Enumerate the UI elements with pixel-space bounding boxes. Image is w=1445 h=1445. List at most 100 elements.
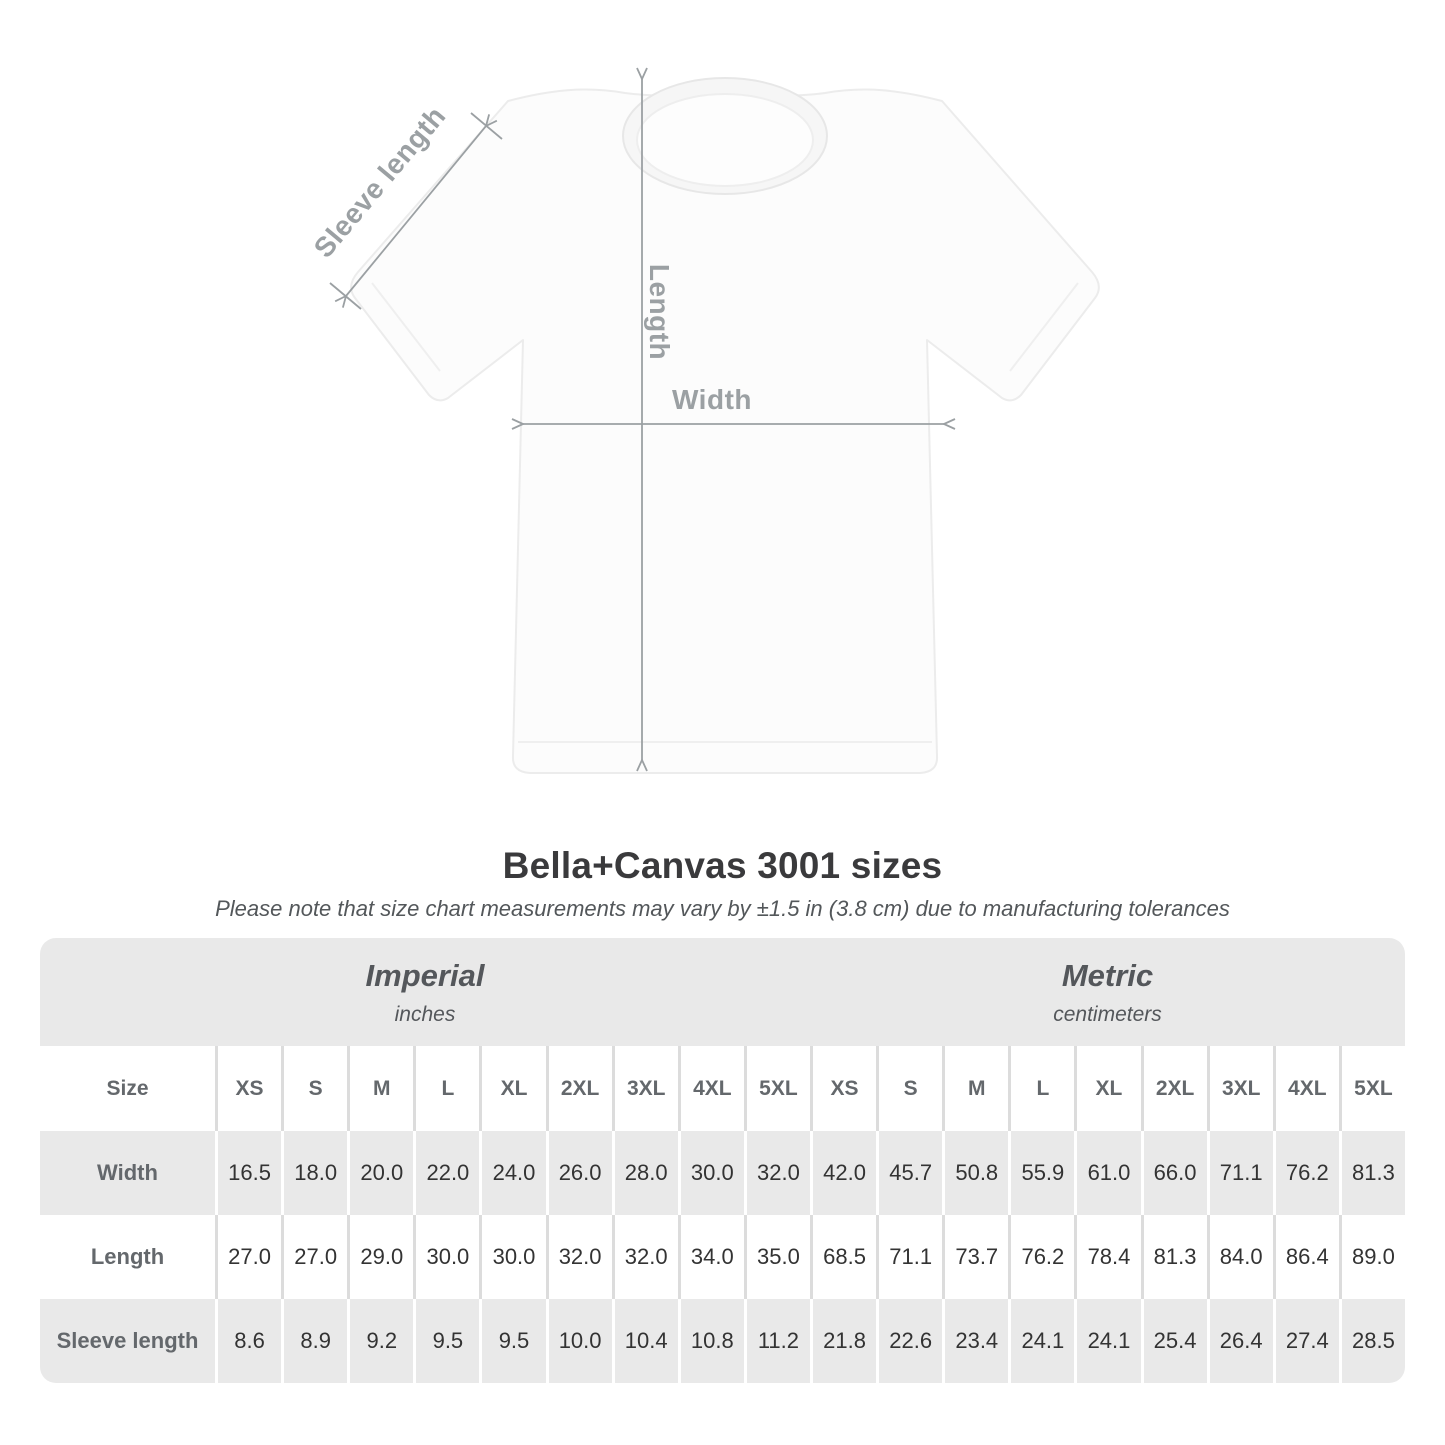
cell-width-metric-3xl: 71.1 [1206,1131,1273,1215]
tolerance-note: Please note that size chart measurements… [215,896,1230,921]
cell-length-imperial-xl: 30.0 [479,1215,546,1299]
size-header-metric-l: L [1008,1046,1075,1131]
size-header-imperial-4xl: 4XL [677,1046,744,1131]
cell-width-imperial-m: 20.0 [347,1131,414,1215]
cell-length-imperial-2xl: 32.0 [545,1215,612,1299]
size-header-imperial-l: L [413,1046,480,1131]
cell-length-imperial-l: 30.0 [413,1215,480,1299]
measurement-row-length: Length 27.0 27.0 29.0 30.0 30.0 32.0 32.0 34.0 35… [40,1215,1405,1299]
cell-width-imperial-3xl: 28.0 [611,1131,678,1215]
cell-length-imperial-m: 29.0 [347,1215,414,1299]
page-title: Bella+Canvas 3001 sizes [502,845,943,886]
size-header-imperial-m: M [347,1046,414,1131]
cell-width-metric-xl: 61.0 [1074,1131,1141,1215]
cell-sleeve-length-metric-4xl: 27.4 [1272,1299,1339,1383]
cell-width-metric-m: 50.8 [942,1131,1009,1215]
tshirt-diagram-svg: Length Width Sleeve length [308,0,1100,774]
row-label-sleeve-length: Sleeve length [40,1299,215,1383]
cell-length-metric-5xl: 89.0 [1338,1215,1405,1299]
cell-width-metric-xs: 42.0 [809,1131,877,1215]
cell-width-imperial-s: 18.0 [281,1131,348,1215]
size-header-metric-s: S [876,1046,943,1131]
cell-width-metric-2xl: 66.0 [1140,1131,1207,1215]
row-label-width: Width [40,1131,215,1215]
cell-sleeve-length-metric-s: 22.6 [876,1299,943,1383]
tshirt-measurement-diagram: Length Width Sleeve length [308,0,1100,774]
cell-width-imperial-5xl: 32.0 [743,1131,810,1215]
sleeve-arrow-tick-bottom [329,282,362,310]
cell-sleeve-length-imperial-l: 9.5 [413,1299,480,1383]
cell-length-imperial-5xl: 35.0 [743,1215,810,1299]
cell-width-metric-5xl: 81.3 [1338,1131,1405,1215]
cell-width-imperial-xs: 16.5 [215,1131,282,1215]
size-header-metric-xs: XS [809,1046,877,1131]
size-header-imperial-3xl: 3XL [611,1046,678,1131]
collar-inner [636,93,814,187]
cell-sleeve-length-metric-2xl: 25.4 [1140,1299,1207,1383]
cell-length-imperial-s: 27.0 [281,1215,348,1299]
row-label-length: Length [40,1215,215,1299]
cell-sleeve-length-imperial-xl: 9.5 [479,1299,546,1383]
size-header-metric-3xl: 3XL [1206,1046,1273,1131]
cell-length-metric-4xl: 86.4 [1272,1215,1339,1299]
cell-length-metric-l: 76.2 [1008,1215,1075,1299]
sleeve-length-arrow [346,126,486,296]
cell-length-imperial-3xl: 32.0 [611,1215,678,1299]
metric-label: Metric [1061,957,1154,993]
cell-length-metric-3xl: 84.0 [1206,1215,1273,1299]
cell-length-metric-xs: 68.5 [809,1215,877,1299]
metric-unit-label: centimeters [1053,1002,1162,1026]
cell-sleeve-length-metric-3xl: 26.4 [1206,1299,1273,1383]
cell-sleeve-length-imperial-s: 8.9 [281,1299,348,1383]
length-label: Length [644,264,675,360]
cell-sleeve-length-metric-xl: 24.1 [1074,1299,1141,1383]
cell-sleeve-length-imperial-4xl: 10.8 [677,1299,744,1383]
cell-sleeve-length-metric-l: 24.1 [1008,1299,1075,1383]
measurement-row-width: Width 16.5 18.0 20.0 22.0 24.0 26.0 28.0 30.0 32.… [40,1131,1405,1215]
cell-sleeve-length-imperial-3xl: 10.4 [611,1299,678,1383]
imperial-label: Imperial [365,957,485,993]
cell-sleeve-length-imperial-5xl: 11.2 [743,1299,810,1383]
tshirt-graphic [350,77,1100,774]
size-header-imperial-2xl: 2XL [545,1046,612,1131]
size-header-row: Size XS S M L XL 2XL 3XL 4XL 5XL XS S M L XL 2XL 3XL 4XL… [40,1046,1405,1131]
size-header-imperial-5xl: 5XL [743,1046,810,1131]
unit-group-row: Imperial inches Metric centimeters [40,938,1405,1046]
cell-sleeve-length-metric-5xl: 28.5 [1338,1299,1405,1383]
cell-length-imperial-4xl: 34.0 [677,1215,744,1299]
cell-width-imperial-4xl: 30.0 [677,1131,744,1215]
cell-sleeve-length-imperial-m: 9.2 [347,1299,414,1383]
cell-length-imperial-xs: 27.0 [215,1215,282,1299]
cell-width-imperial-2xl: 26.0 [545,1131,612,1215]
size-header-imperial-xl: XL [479,1046,546,1131]
size-header-imperial-xs: XS [215,1046,282,1131]
size-guide-page: Length Width Sleeve length Bella+Canvas … [40,0,1405,1383]
size-header-metric-5xl: 5XL [1338,1046,1405,1131]
size-header-metric-4xl: 4XL [1272,1046,1339,1131]
size-header-metric-xl: XL [1074,1046,1141,1131]
cell-length-metric-2xl: 81.3 [1140,1215,1207,1299]
size-header-imperial-s: S [281,1046,348,1131]
cell-sleeve-length-imperial-xs: 8.6 [215,1299,282,1383]
imperial-unit-label: inches [394,1002,456,1026]
cell-sleeve-length-metric-xs: 21.8 [809,1299,877,1383]
cell-width-metric-4xl: 76.2 [1272,1131,1339,1215]
cell-sleeve-length-imperial-2xl: 10.0 [545,1299,612,1383]
right-sleeve-stitch [1009,282,1079,372]
cell-width-imperial-l: 22.0 [413,1131,480,1215]
sleeve-arrow-tick-top [470,112,503,140]
cell-width-imperial-xl: 24.0 [479,1131,546,1215]
size-corner-label: Size [40,1046,215,1131]
imperial-group-header: Imperial inches [40,938,810,1046]
cell-width-metric-l: 55.9 [1008,1131,1075,1215]
size-table-container: Imperial inches Metric centimeters Size … [40,938,1405,1383]
size-header-metric-2xl: 2XL [1140,1046,1207,1131]
metric-group-header: Metric centimeters [809,938,1405,1046]
size-table: Imperial inches Metric centimeters Size … [40,938,1405,1383]
measurement-row-sleeve-length: Sleeve length 8.6 8.9 9.2 9.5 9.5 10.0 10.4 10.8… [40,1299,1405,1383]
cell-sleeve-length-metric-m: 23.4 [942,1299,1009,1383]
cell-length-metric-m: 73.7 [942,1215,1009,1299]
cell-length-metric-xl: 78.4 [1074,1215,1141,1299]
width-label: Width [672,384,752,415]
cell-width-metric-s: 45.7 [876,1131,943,1215]
